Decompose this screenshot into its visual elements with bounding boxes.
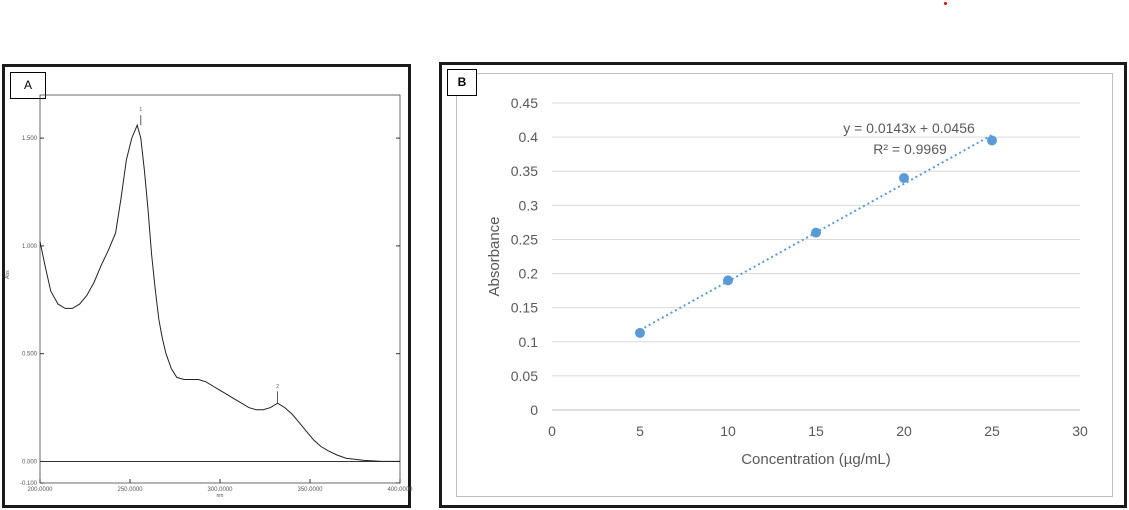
x-tick-label: 350.0000	[297, 487, 323, 493]
y-tick-label: 0.05	[511, 368, 538, 384]
panel-b-chart-frame	[456, 73, 1113, 497]
data-point	[899, 173, 909, 184]
data-point	[987, 135, 997, 146]
x-tick-label: 300.0000	[207, 487, 233, 493]
calibration-chart: 0 0.05 0.1 0.15 0.2 0.25 0.3 0.35 0.4 0.45 0 5 10 15 2…	[486, 95, 1088, 468]
y-tick-label: 0	[530, 402, 538, 418]
red-dot-mark	[944, 2, 947, 5]
y-tick-label: 1.500	[22, 136, 38, 142]
y-tick-label: 0.35	[511, 163, 538, 179]
x-tick-label: 25	[984, 423, 1000, 439]
data-point	[723, 275, 733, 286]
x-tick-label: 15	[808, 423, 824, 439]
x-tick-label: 0	[548, 423, 556, 439]
x-axis-label: nm	[217, 493, 224, 499]
y-tick-label: 0.500	[22, 352, 38, 358]
y-tick-label: 0.3	[519, 197, 539, 213]
y-axis-label: Abs	[5, 270, 11, 279]
panel-b: B 0 0.05 0.1 0.15 0.2 0.25 0.3 0.35 0.4 0.45 0 5 10 1…	[439, 62, 1127, 508]
y-tick-label: -0.100	[20, 481, 38, 487]
y-tick-label: 0.15	[511, 300, 538, 316]
peak-marker-label: 2	[276, 384, 279, 390]
x-tick-label: 200.0000	[27, 487, 53, 493]
x-tick-label: 10	[720, 423, 736, 439]
panel-b-label: B	[447, 69, 477, 96]
x-axis-label: Concentration (µg/mL)	[741, 451, 891, 468]
panel-a: A 1.500 1.000 0.500 0.000 -0.100 200.0000 250.…	[2, 64, 413, 508]
r-squared-label: R² = 0.9969	[873, 141, 947, 157]
data-point	[635, 327, 645, 338]
panel-a-label: A	[10, 72, 46, 99]
plot-frame	[39, 94, 401, 484]
x-tick-label: 5	[636, 423, 644, 439]
peak-marker-label: 1	[139, 107, 142, 113]
y-tick-label: 0.25	[511, 231, 538, 247]
y-tick-label: 0.2	[519, 266, 539, 282]
x-tick-label: 30	[1072, 423, 1088, 439]
x-tick-label: 20	[896, 423, 912, 439]
y-tick-label: 0.45	[511, 95, 538, 111]
x-tick-label: 250.0000	[117, 487, 143, 493]
trendline-equation: y = 0.0143x + 0.0456	[843, 120, 975, 136]
y-tick-label: 0.4	[519, 129, 539, 145]
x-tick-label: 400.0000	[387, 487, 413, 493]
y-tick-label: 0.000	[22, 459, 38, 465]
y-tick-label: 0.1	[519, 334, 539, 350]
y-axis-label: Absorbance	[486, 216, 503, 296]
data-point	[811, 227, 821, 238]
spectrum-line	[39, 123, 400, 462]
y-tick-label: 1.000	[22, 244, 38, 250]
